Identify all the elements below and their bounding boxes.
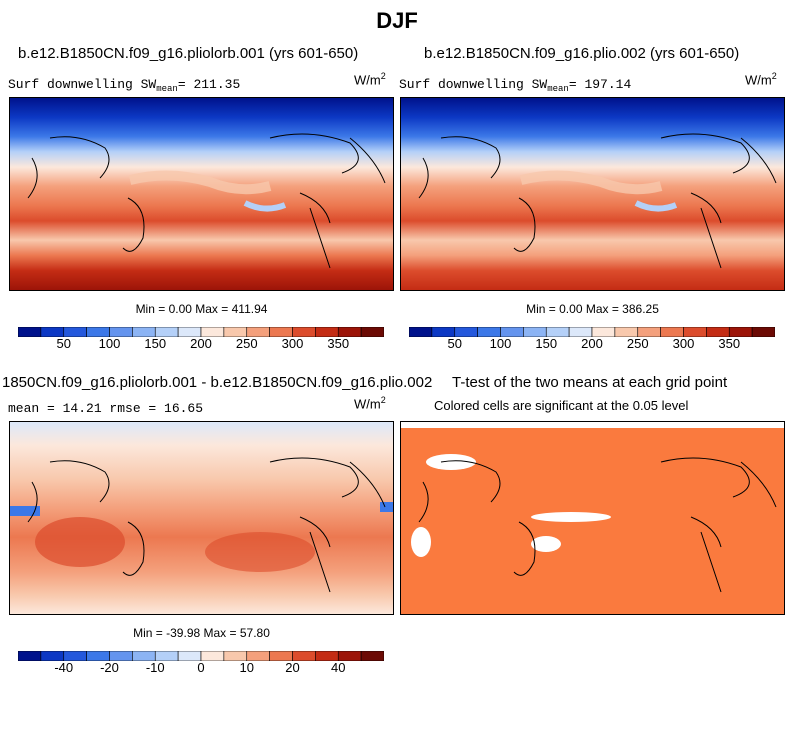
colorbar-tick-label: 250 xyxy=(235,336,258,351)
colorbar-tick-label: 0 xyxy=(197,660,205,675)
panel2-mean-label: mean xyxy=(547,84,569,94)
panel1-mean-label: mean xyxy=(156,84,178,94)
panel2-variable-name: Surf downwelling SW xyxy=(399,77,548,92)
colorbar-tick-label: 150 xyxy=(535,336,558,351)
panel3-colorbar-ticks: -40 -20 -10 0 10 20 40 xyxy=(18,660,384,675)
panel1-units: W/m2 xyxy=(354,71,386,87)
panel3-units: W/m2 xyxy=(354,395,386,411)
colorbar-tick-label: 20 xyxy=(285,660,300,675)
panel3-units-exp: 2 xyxy=(380,395,386,405)
panel1-mean-value: = 211.35 xyxy=(177,77,241,92)
panel2-minmax: Min = 0.00 Max = 386.25 xyxy=(526,302,659,316)
panel2-mean-value: = 197.14 xyxy=(568,77,632,92)
panel3-units-base: W/m xyxy=(354,396,381,412)
panel1-colorbar xyxy=(17,324,385,338)
panel4-map-field xyxy=(401,422,784,614)
colorbar-tick-label: 200 xyxy=(581,336,603,351)
colorbar-tick-label: 50 xyxy=(56,336,71,351)
colorbar-tick-label: 350 xyxy=(718,336,741,351)
panel2-units-base: W/m xyxy=(745,72,772,88)
panel1-map xyxy=(9,97,394,291)
colorbar-tick-label: 300 xyxy=(672,336,695,351)
panel4-subtitle: Colored cells are significant at the 0.0… xyxy=(434,398,689,413)
panel2-units: W/m2 xyxy=(745,71,777,87)
colorbar-tick-label: 300 xyxy=(281,336,304,351)
panel1-units-exp: 2 xyxy=(380,71,386,81)
panel2-colorbar-ticks: 50 100 150 200 250 300 350 xyxy=(409,336,775,351)
panel4-title: T-test of the two means at each grid poi… xyxy=(452,374,728,391)
colorbar-tick-label: -20 xyxy=(100,660,119,675)
panel3-colorbar-svg xyxy=(17,650,385,662)
panel1-colorbar-svg xyxy=(17,326,385,338)
panel2-map xyxy=(400,97,785,291)
panel3-map xyxy=(9,421,394,615)
panel1-variable-label: Surf downwelling SWmean= 211.35 xyxy=(8,77,241,94)
colorbar-tick-label: 10 xyxy=(239,660,254,675)
colorbar-tick-label: -40 xyxy=(54,660,74,675)
colorbar-tick-label: 100 xyxy=(98,336,121,351)
panel1-colorbar-ticks: 50 100 150 200 250 300 350 xyxy=(18,336,384,351)
colorbar-tick-label: -10 xyxy=(145,660,165,675)
panel3-map-field xyxy=(10,422,393,614)
colorbar-tick-label: 100 xyxy=(489,336,512,351)
panel2-colorbar xyxy=(408,324,776,338)
panel1-variable-name: Surf downwelling SW xyxy=(8,77,157,92)
panel2-variable-label: Surf downwelling SWmean= 197.14 xyxy=(399,77,632,94)
panel2-units-exp: 2 xyxy=(771,71,777,81)
panel1-title: b.e12.B1850CN.f09_g16.pliolorb.001 (yrs … xyxy=(18,45,359,62)
panel1-minmax: Min = 0.00 Max = 411.94 xyxy=(135,302,268,316)
panel2-title: b.e12.B1850CN.f09_g16.plio.002 (yrs 601-… xyxy=(424,45,740,62)
panel2-colorbar-svg xyxy=(408,326,776,338)
panel4-map xyxy=(400,421,785,615)
colorbar-tick-label: 40 xyxy=(331,660,346,675)
colorbar-tick-label: 150 xyxy=(144,336,167,351)
panel3-colorbar xyxy=(17,648,385,662)
panel1-units-base: W/m xyxy=(354,72,381,88)
colorbar-tick-label: 350 xyxy=(327,336,350,351)
panel3-minmax: Min = -39.98 Max = 57.80 xyxy=(133,626,270,640)
panel2-map-field xyxy=(401,98,784,290)
panel1-map-field xyxy=(10,98,393,290)
colorbar-tick-label: 200 xyxy=(190,336,212,351)
figure-title: DJF xyxy=(376,8,418,33)
colorbar-tick-label: 250 xyxy=(626,336,649,351)
colorbar-tick-label: 50 xyxy=(447,336,462,351)
panel3-stats: mean = 14.21 rmse = 16.65 xyxy=(8,401,204,416)
panel3-title: 1850CN.f09_g16.pliolorb.001 - b.e12.B185… xyxy=(2,374,433,391)
